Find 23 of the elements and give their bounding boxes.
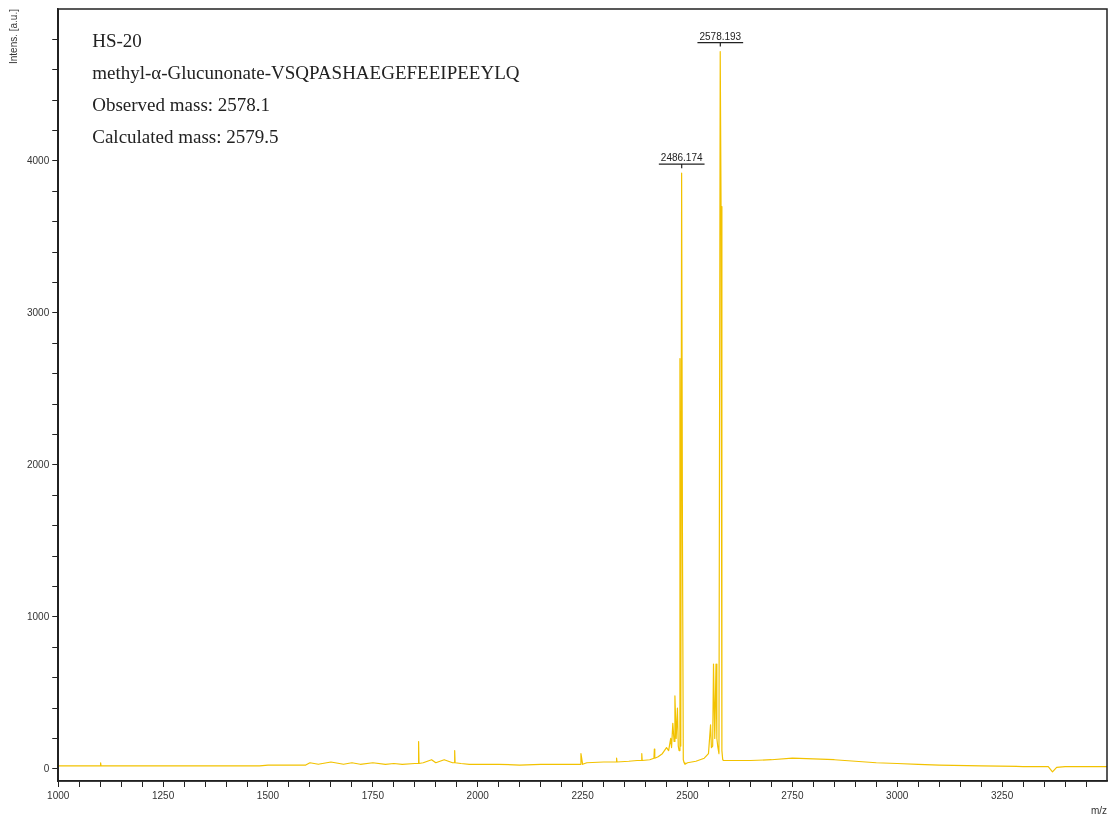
y-tick-label: 3000 <box>27 306 50 318</box>
annotation: methyl-α-Glucunonate-VSQPASHAEGEFEEIPEEYLQ <box>92 62 520 83</box>
x-tick-label: 1000 <box>47 789 70 801</box>
x-tick-label: 3000 <box>886 789 909 801</box>
y-tick-label: 2000 <box>27 458 50 470</box>
y-tick-label: 0 <box>43 762 50 774</box>
x-tick-label: 2500 <box>676 789 700 801</box>
x-tick-label: 1250 <box>152 789 175 801</box>
x-tick-label: 1750 <box>361 789 385 801</box>
y-tick-label: 1000 <box>27 610 50 622</box>
x-tick-label: 3250 <box>991 789 1014 801</box>
x-tick-label: 1500 <box>256 789 280 801</box>
x-tick-label: 2000 <box>466 789 490 801</box>
x-tick-label: 2250 <box>571 789 595 801</box>
annotation: 2486.174 <box>660 152 703 164</box>
annotation: 2578.193 <box>699 30 742 42</box>
y-axis-title: Intens. [a.u.] <box>7 8 19 65</box>
x-tick-label: 2750 <box>781 789 804 801</box>
y-tick-label: 4000 <box>27 154 50 166</box>
annotation: HS-20 <box>92 30 142 51</box>
annotation: Calculated mass: 2579.5 <box>92 126 279 147</box>
annotation: Observed mass: 2578.1 <box>92 94 271 115</box>
x-axis-title: m/z <box>1090 804 1107 816</box>
